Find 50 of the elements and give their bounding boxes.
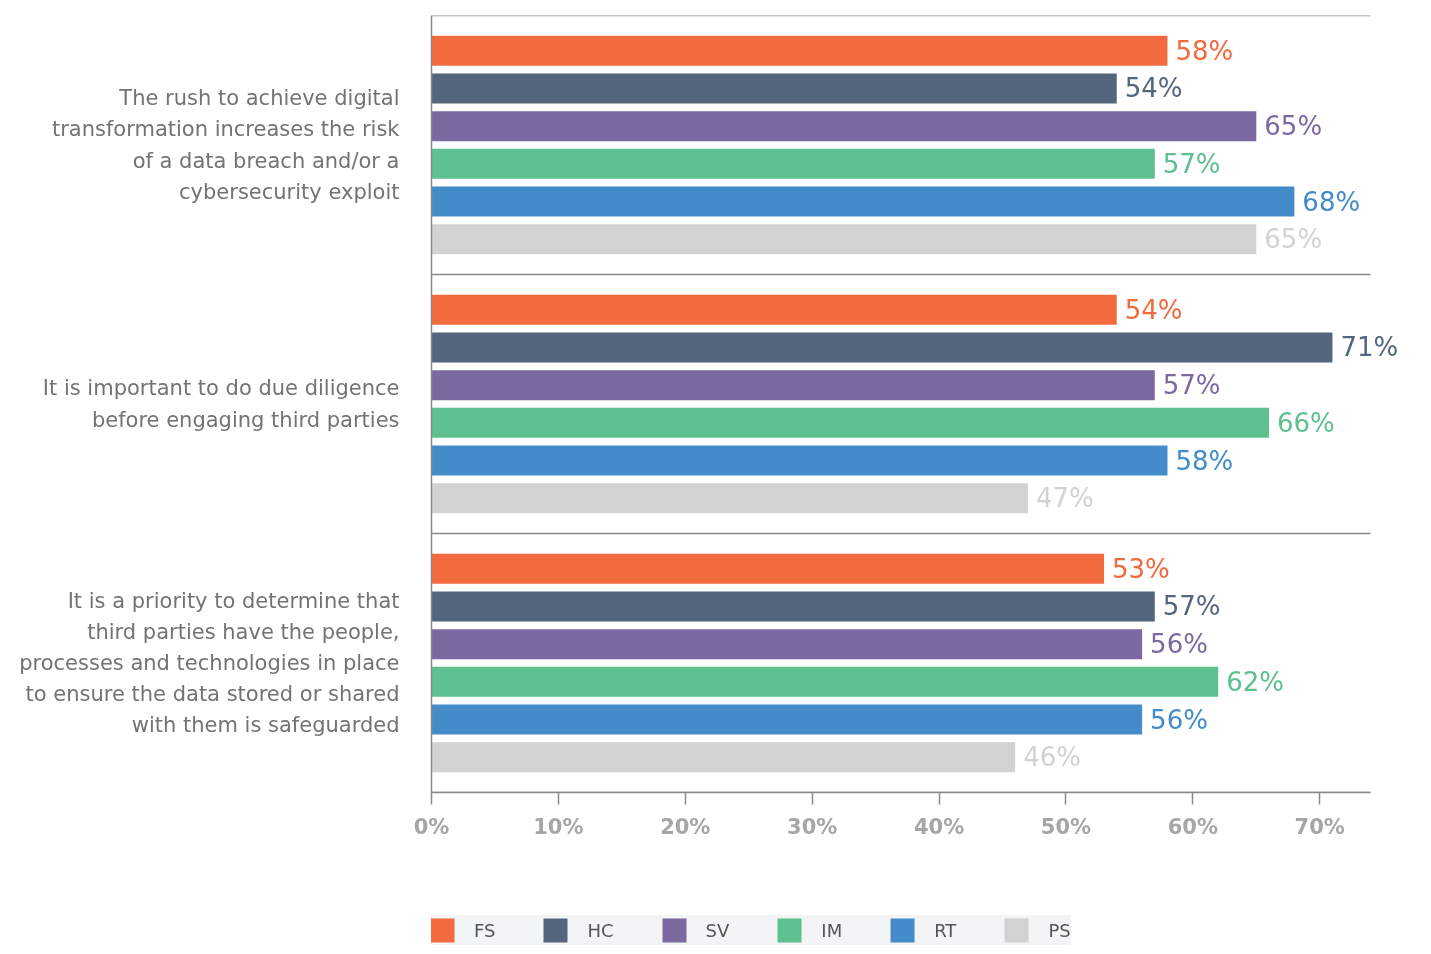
bar [431, 186, 1295, 217]
data-label: 62% [1226, 666, 1285, 697]
legend-label: PS [1048, 919, 1071, 941]
legend-label: IM [821, 919, 843, 941]
bar [431, 73, 1117, 104]
legend-label: SV [705, 919, 730, 941]
bar [431, 742, 1016, 773]
bar [431, 332, 1333, 363]
bar [431, 111, 1257, 142]
data-label: 58% [1175, 35, 1234, 66]
data-label: 65% [1264, 111, 1323, 142]
x-tick-label: 50% [1040, 814, 1092, 839]
bar [431, 370, 1155, 401]
data-label: 57% [1162, 148, 1221, 179]
data-label: 56% [1150, 629, 1208, 660]
data-label: 68% [1302, 186, 1361, 217]
legend-label: FS [474, 919, 496, 941]
data-label: 57% [1162, 591, 1221, 622]
y-tick-label: It is important to do due diligence before engaging third parties [42, 376, 400, 432]
bar [431, 629, 1143, 660]
y-tick-label: It is a priority to determine that third parties have the people, processes and technologies in place to ensure the data stored or shared with them is safeguarded [19, 588, 400, 738]
bar [431, 666, 1219, 697]
data-label: 58% [1175, 445, 1234, 476]
x-tick-label: 60% [1167, 814, 1218, 839]
data-label: 54% [1124, 294, 1183, 325]
data-label: 66% [1276, 407, 1335, 438]
bar [431, 35, 1168, 66]
x-tick-label: 30% [787, 814, 838, 839]
data-label: 71% [1340, 332, 1399, 363]
bar [431, 591, 1155, 622]
data-label: 53% [1112, 553, 1170, 584]
x-tick-label: 40% [913, 814, 965, 839]
x-tick-label: 70% [1294, 814, 1345, 839]
bar [431, 407, 1269, 438]
data-label: 57% [1162, 370, 1221, 401]
data-label: 54% [1124, 73, 1183, 104]
data-label: 56% [1150, 704, 1208, 735]
bar [431, 224, 1257, 255]
bar [431, 148, 1155, 179]
legend-label: HC [587, 919, 614, 941]
x-tick-label: 0% [413, 814, 450, 839]
bar [431, 445, 1168, 476]
legend-label: RT [934, 919, 957, 941]
bar [431, 553, 1105, 584]
x-tick-label: 10% [533, 814, 584, 839]
x-tick-label: 20% [660, 814, 711, 839]
bar [431, 483, 1028, 514]
bar [431, 294, 1117, 325]
y-tick-label: The rush to achieve digital transformation increases the risk of a data breach and/or a cybersecurity exploit [51, 86, 401, 204]
bar [431, 704, 1143, 735]
